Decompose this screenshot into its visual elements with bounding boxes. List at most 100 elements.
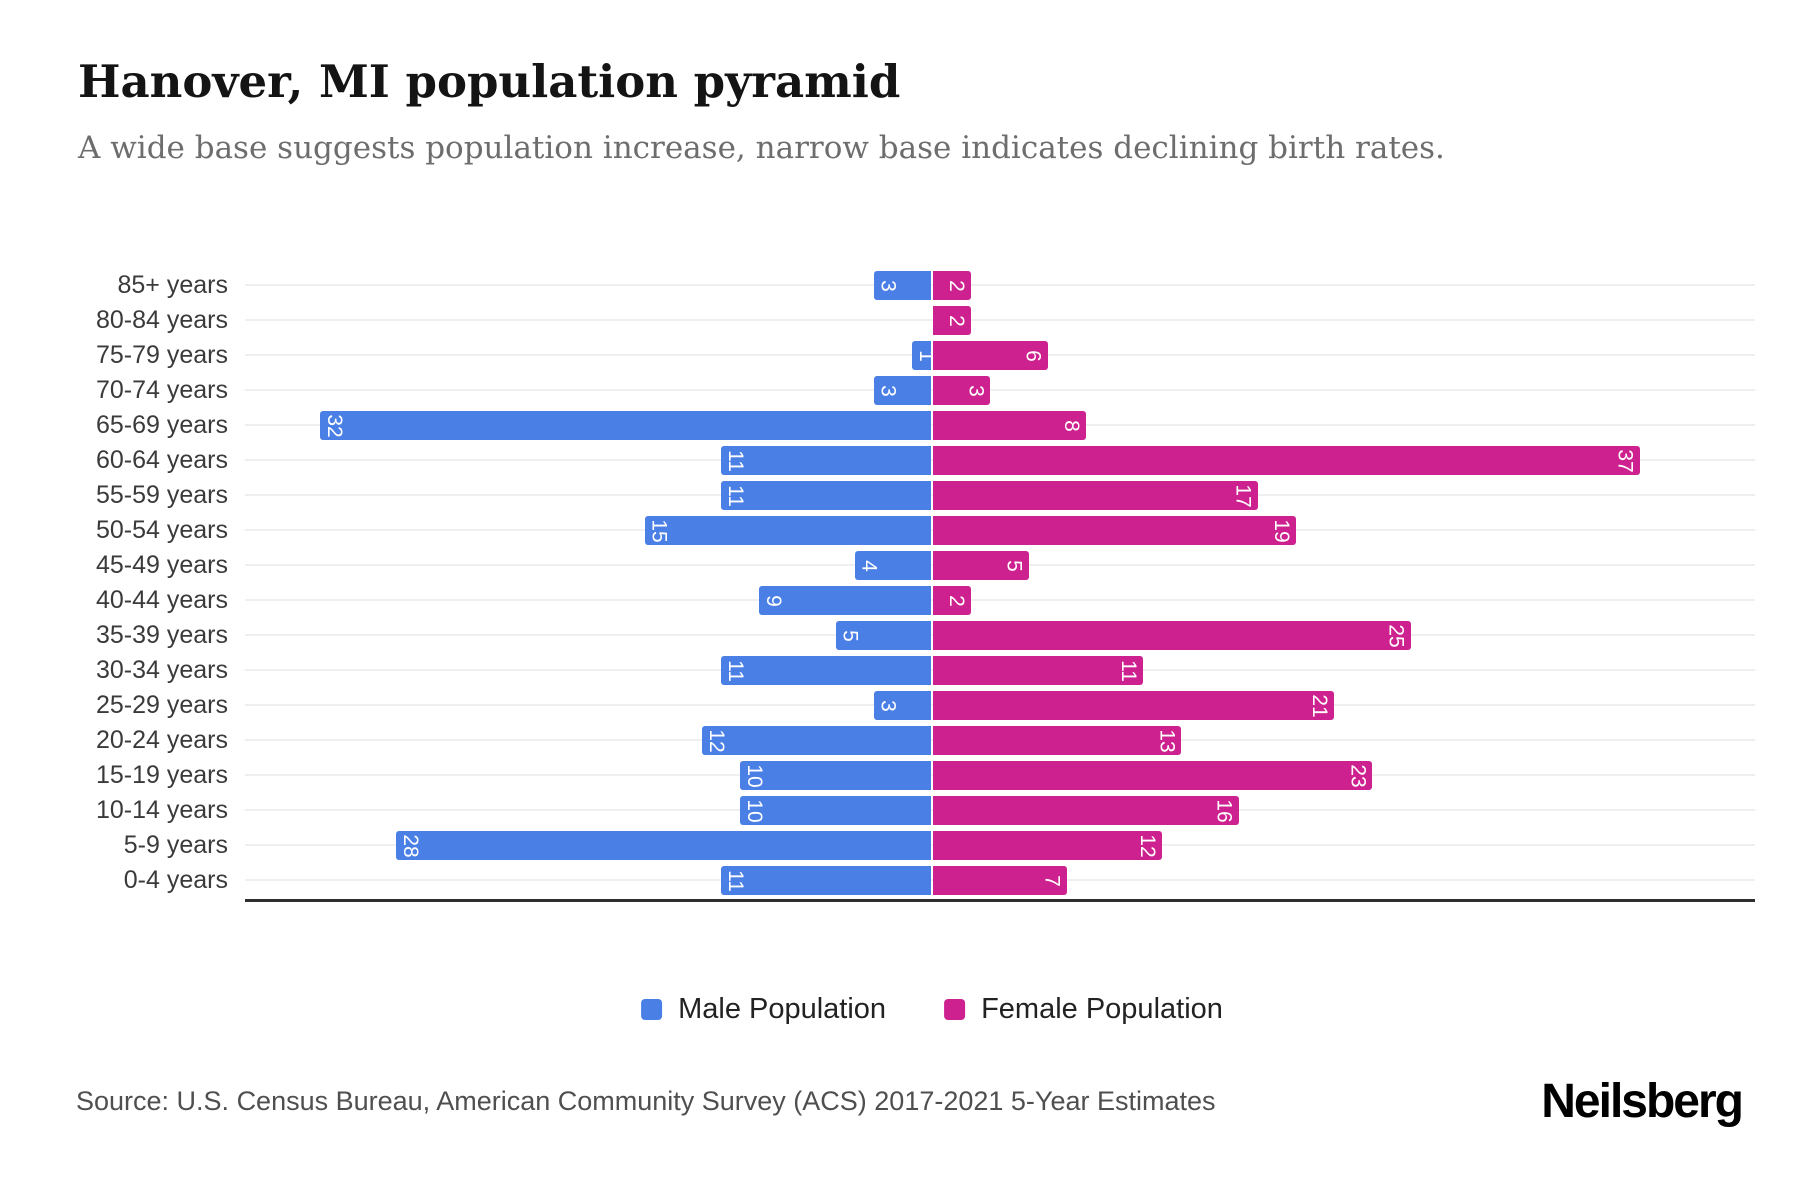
pyramid-row: 10-14 years 10 16 [78, 793, 1755, 828]
row-plot-area: 11 11 [245, 653, 1755, 688]
female-bar-value: 11 [1117, 659, 1141, 682]
pyramid-row: 30-34 years 11 11 [78, 653, 1755, 688]
pyramid-row: 5-9 years 28 12 [78, 828, 1755, 863]
female-bar: 11 [933, 656, 1144, 685]
female-swatch-icon [944, 999, 966, 1020]
pyramid-row: 45-49 years 4 5 [78, 548, 1755, 583]
age-group-label: 35-39 years [95, 621, 228, 649]
row-plot-area: 10 23 [245, 758, 1755, 793]
pyramid-row: 20-24 years 12 13 [78, 723, 1755, 758]
legend-label-male: Male Population [678, 993, 887, 1025]
female-bar: 23 [933, 761, 1373, 790]
legend-item-female[interactable]: Female Population [944, 993, 1223, 1026]
male-bar: 32 [319, 411, 931, 440]
female-bar: 2 [933, 586, 972, 615]
pyramid-chart: 85+ years 3 2 80-84 years 2 75-79 years 1 6 70-7… [78, 268, 1755, 898]
pyramid-row: 40-44 years 9 2 [78, 583, 1755, 618]
age-group-label: 30-34 years [95, 656, 228, 684]
female-bar: 8 [933, 411, 1086, 440]
page-subtitle: A wide base suggests population increase… [78, 130, 1445, 166]
gridline [245, 599, 1755, 601]
female-bar-value: 6 [1021, 349, 1045, 362]
male-bar-value: 15 [647, 518, 671, 543]
male-bar-value: 10 [743, 763, 766, 788]
female-bar: 3 [933, 376, 991, 405]
age-group-label: 50-54 years [95, 516, 228, 544]
pyramid-row: 75-79 years 1 6 [78, 338, 1755, 373]
age-group-label: 65-69 years [95, 411, 228, 439]
age-group-label: 20-24 years [95, 726, 228, 754]
row-plot-area: 28 12 [245, 828, 1755, 863]
male-bar: 1 [911, 341, 938, 370]
male-bar: 11 [720, 866, 931, 895]
pyramid-row: 25-29 years 3 21 [78, 688, 1755, 723]
male-bar-value: 11 [723, 659, 747, 682]
x-axis-line [245, 899, 1755, 902]
male-bar-value: 12 [704, 728, 728, 753]
male-bar-value: 1 [914, 349, 938, 362]
row-plot-area: 10 16 [245, 793, 1755, 828]
female-bar-value: 2 [945, 594, 969, 607]
row-plot-area: 12 13 [245, 723, 1755, 758]
female-bar: 6 [933, 341, 1048, 370]
male-bar-value: 3 [876, 279, 900, 292]
male-bar-value: 5 [838, 629, 862, 642]
female-bar: 16 [933, 796, 1239, 825]
age-group-label: 60-64 years [95, 446, 228, 474]
female-bar: 17 [933, 481, 1258, 510]
female-bar: 13 [933, 726, 1182, 755]
male-bar: 5 [835, 621, 931, 650]
female-bar-value: 13 [1155, 728, 1179, 753]
age-group-label: 25-29 years [95, 691, 228, 719]
row-plot-area: 3 21 [245, 688, 1755, 723]
female-bar-value: 19 [1269, 518, 1293, 543]
male-bar-value: 11 [723, 449, 747, 472]
male-bar: 11 [720, 656, 931, 685]
male-bar-value: 3 [876, 699, 900, 712]
row-plot-area: 11 37 [245, 443, 1755, 478]
pyramid-row: 60-64 years 11 37 [78, 443, 1755, 478]
gridline [245, 389, 1755, 391]
female-bar-value: 25 [1384, 623, 1408, 648]
female-bar: 19 [933, 516, 1296, 545]
male-bar: 3 [873, 271, 931, 300]
female-bar-value: 2 [945, 279, 969, 292]
female-bar-value: 16 [1212, 798, 1236, 823]
row-plot-area: 5 25 [245, 618, 1755, 653]
male-bar-value: 3 [876, 384, 900, 397]
female-bar: 7 [933, 866, 1067, 895]
pyramid-row: 65-69 years 32 8 [78, 408, 1755, 443]
age-group-label: 5-9 years [123, 831, 228, 859]
female-bar: 2 [933, 271, 972, 300]
pyramid-row: 15-19 years 10 23 [78, 758, 1755, 793]
male-bar-value: 9 [762, 594, 786, 607]
female-bar-value: 17 [1231, 483, 1255, 508]
page-title: Hanover, MI population pyramid [78, 55, 901, 108]
male-bar: 11 [720, 481, 931, 510]
pyramid-row: 85+ years 3 2 [78, 268, 1755, 303]
female-bar-value: 3 [964, 384, 988, 397]
female-bar-value: 5 [1002, 559, 1026, 572]
female-bar: 5 [933, 551, 1029, 580]
female-bar: 12 [933, 831, 1163, 860]
female-bar-value: 8 [1059, 419, 1083, 432]
female-bar-value: 23 [1346, 763, 1370, 788]
legend: Male Population Female Population [641, 993, 1223, 1026]
male-bar: 28 [396, 831, 931, 860]
gridline [245, 284, 1755, 286]
male-bar: 3 [873, 691, 931, 720]
male-bar: 4 [854, 551, 931, 580]
legend-item-male[interactable]: Male Population [641, 993, 886, 1026]
pyramid-row: 80-84 years 2 [78, 303, 1755, 338]
age-group-label: 45-49 years [95, 551, 228, 579]
age-group-label: 70-74 years [95, 376, 228, 404]
female-bar-value: 21 [1308, 693, 1332, 718]
gridline [245, 319, 1755, 321]
male-swatch-icon [641, 999, 663, 1020]
